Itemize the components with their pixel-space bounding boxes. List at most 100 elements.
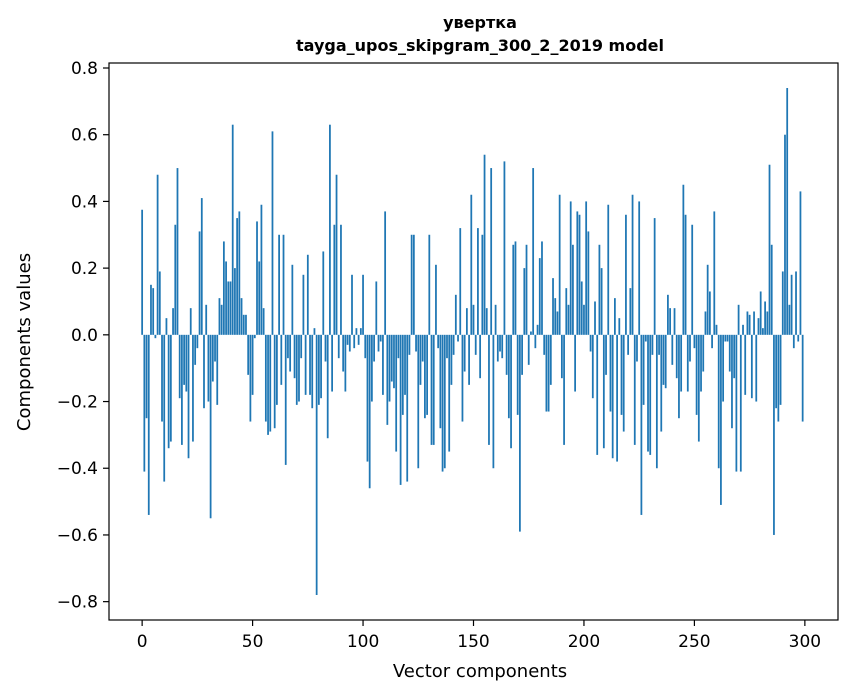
bar-39 (227, 281, 230, 335)
bar-56 (264, 334, 267, 422)
y-tick-label: 0.8 (71, 59, 98, 79)
bar-79 (315, 334, 318, 595)
bar-190 (560, 334, 563, 379)
bar-274 (746, 311, 749, 335)
x-tick-label: 150 (457, 632, 489, 652)
bar-127 (421, 334, 424, 362)
bar-53 (258, 261, 261, 335)
bar-73 (302, 274, 305, 335)
bar-205 (594, 301, 596, 335)
bar-45 (240, 298, 243, 335)
bar-16 (176, 168, 179, 335)
bar-66 (287, 334, 289, 359)
bar-222 (631, 194, 634, 335)
bar-149 (470, 194, 473, 335)
bar-293 (788, 304, 791, 335)
bar-133 (435, 264, 437, 335)
bar-164 (503, 161, 506, 335)
bar-148 (468, 334, 470, 385)
bar-188 (556, 311, 559, 335)
bar-36 (220, 304, 223, 335)
bar-242 (675, 334, 678, 379)
bar-174 (525, 244, 528, 335)
bar-29 (205, 304, 208, 335)
bar-290 (781, 271, 784, 335)
bar-170 (516, 334, 519, 415)
bar-256 (706, 264, 709, 335)
bar-81 (320, 334, 322, 399)
bar-232 (653, 218, 656, 335)
bar-176 (530, 331, 532, 335)
bar-138 (446, 334, 448, 359)
bar-12 (167, 334, 170, 449)
bar-20 (185, 334, 188, 392)
bar-270 (737, 304, 740, 335)
bar-146 (463, 334, 466, 372)
bar-101 (364, 334, 367, 359)
bar-200 (583, 304, 585, 335)
bar-279 (757, 318, 760, 335)
bar-33 (214, 334, 216, 362)
bar-197 (576, 211, 579, 335)
bar-238 (667, 294, 669, 335)
bar-124 (415, 334, 417, 352)
bar-32 (211, 334, 214, 382)
bar-277 (753, 311, 755, 335)
bar-184 (547, 334, 550, 412)
bar-23 (192, 334, 194, 442)
bar-103 (368, 334, 371, 489)
bar-266 (728, 334, 731, 372)
bar-109 (382, 334, 384, 395)
x-tick-label: 200 (568, 632, 600, 652)
bar-195 (572, 244, 574, 335)
bar-97 (355, 328, 358, 335)
bar-180 (538, 258, 541, 335)
bar-245 (682, 184, 685, 335)
bar-225 (638, 201, 641, 335)
bar-47 (245, 314, 247, 335)
bar-267 (731, 334, 733, 429)
y-tick-label: 0.4 (71, 192, 98, 212)
bar-237 (664, 334, 667, 389)
bar-136 (441, 334, 444, 472)
bar-22 (189, 308, 192, 335)
bar-275 (748, 314, 751, 335)
bar-215 (616, 334, 618, 462)
bar-278 (755, 334, 758, 402)
bar-295 (792, 334, 795, 349)
bar-114 (393, 334, 395, 389)
bar-154 (481, 234, 484, 335)
bar-244 (680, 334, 683, 392)
bar-15 (174, 224, 177, 335)
bar-196 (574, 334, 576, 392)
bar-261 (717, 334, 720, 469)
bar-233 (655, 334, 658, 469)
bar-150 (472, 304, 475, 335)
bar-229 (647, 334, 649, 452)
bar-59 (271, 131, 274, 335)
bar-111 (386, 334, 389, 425)
bar-186 (552, 278, 554, 335)
bar-171 (519, 334, 521, 532)
bar-7 (156, 174, 159, 335)
bar-257 (708, 291, 711, 335)
bar-227 (642, 334, 645, 405)
bar-230 (649, 334, 652, 455)
bar-52 (256, 221, 258, 335)
bar-231 (651, 334, 654, 355)
bar-221 (629, 288, 632, 335)
bar-213 (611, 334, 614, 459)
x-axis-label: Vector components (393, 661, 567, 682)
bar-223 (633, 334, 636, 445)
bar-201 (585, 201, 588, 335)
bar-259 (713, 211, 716, 335)
bar-74 (304, 334, 307, 395)
y-axis: −0.8 −0.6 −0.4 −0.2 0.0 0.2 0.4 0.6 0.8 (57, 59, 109, 613)
bar-14 (172, 308, 174, 335)
bar-161 (496, 334, 499, 362)
bar-207 (598, 244, 601, 335)
bar-198 (578, 214, 581, 335)
bar-80 (317, 334, 320, 405)
bar-77 (311, 334, 314, 409)
bar-166 (507, 334, 510, 419)
